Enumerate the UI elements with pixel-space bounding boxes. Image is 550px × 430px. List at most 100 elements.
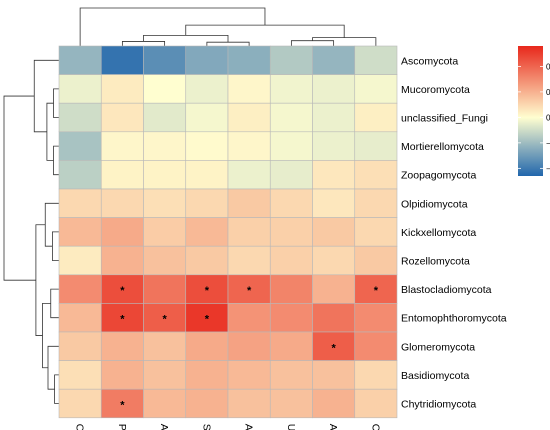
cell-olpidiomycota-pa [100, 188, 144, 218]
cell-ascomycota-ua [269, 45, 313, 75]
cell-entomophthoromycota-an [312, 303, 356, 333]
dendrogram-branch [35, 224, 46, 336]
cell-rozellomycota-pa [100, 245, 144, 276]
cell-blastocladiomycota-om [58, 274, 102, 304]
cell-rozellomycota-ua [269, 245, 313, 276]
colorbar-tick-label: −0.4 [546, 164, 550, 173]
cell-unclassified-fungi-ca [354, 102, 398, 133]
column-label: SA [200, 424, 212, 430]
column-label: AN [327, 424, 339, 430]
cell-mucoromycota-pa [100, 74, 144, 104]
significance-marker: * [205, 285, 210, 297]
column-label: AK [158, 424, 170, 430]
cell-glomeromycota-sa [185, 331, 229, 361]
cell-chytridiomycota-ak [143, 388, 187, 419]
dendrogram-branch [121, 41, 166, 46]
significance-marker: * [120, 285, 125, 297]
row-label: unclassified_Fungi [401, 113, 488, 125]
dendrogram-branch [47, 345, 59, 390]
heatmap-cells [58, 45, 398, 419]
significance-marker: * [162, 314, 167, 326]
significance-marker: * [205, 314, 210, 326]
cell-blastocladiomycota-an [312, 274, 356, 304]
dendrogram-branch [3, 95, 36, 281]
cell-entomophthoromycota-ca [354, 303, 398, 333]
significance-markers: * * * * * * * * * [120, 285, 379, 411]
cell-zoopagomycota-ua [269, 160, 313, 190]
cell-entomophthoromycota-ak [143, 303, 187, 333]
cell-mucoromycota-ua [269, 74, 313, 104]
cell-blastocladiomycota-pa [100, 274, 144, 304]
cell-mucoromycota-ca [354, 74, 398, 104]
cell-chytridiomycota-om [58, 388, 102, 419]
row-label: Blastocladiomycota [401, 284, 492, 296]
cell-zoopagomycota-an [312, 160, 356, 190]
cell-glomeromycota-om [58, 331, 102, 361]
significance-marker: * [331, 342, 336, 354]
cell-olpidiomycota-sa [185, 188, 229, 218]
cell-olpidiomycota-an [312, 188, 356, 218]
cell-chytridiomycota-sa [185, 388, 229, 419]
cell-kickxellomycota-sa [185, 217, 229, 247]
colorbar-tick-label: 0.2 [546, 88, 550, 97]
cell-blastocladiomycota-ca [354, 274, 398, 304]
cell-mucoromycota-an [312, 74, 356, 104]
cell-basidiomycota-om [58, 360, 102, 390]
cell-olpidiomycota-ap [227, 188, 271, 218]
cell-ascomycota-pa [100, 45, 144, 75]
row-label: Olpidiomycota [401, 198, 468, 210]
cell-mortierellomycota-ua [269, 131, 313, 161]
row-label: Rozellomycota [401, 256, 470, 268]
cell-ascomycota-sa [185, 45, 229, 75]
row-labels: Ascomycota Mucoromycota unclassified_Fungi… [401, 55, 507, 410]
column-label: UA [285, 424, 297, 430]
cell-ascomycota-an [312, 45, 356, 75]
dendrogram-branch [206, 41, 250, 46]
cell-mortierellomycota-an [312, 131, 356, 161]
row-label: Kickxellomycota [401, 227, 476, 239]
cell-zoopagomycota-pa [100, 160, 144, 190]
significance-marker: * [120, 400, 125, 412]
cell-mucoromycota-sa [185, 74, 229, 104]
cell-glomeromycota-ap [227, 331, 271, 361]
column-label: AP [243, 424, 255, 430]
column-label: CA [369, 424, 381, 430]
cell-zoopagomycota-ap [227, 160, 271, 190]
cell-ascomycota-ak [143, 45, 187, 75]
column-label: OM [74, 424, 86, 430]
color-scale-legend: 0.4 0.2 0 −0.2 −0.4 [518, 46, 550, 176]
cell-olpidiomycota-om [58, 188, 102, 218]
cell-rozellomycota-ap [227, 245, 271, 276]
cell-basidiomycota-an [312, 360, 356, 390]
cell-kickxellomycota-ua [269, 217, 313, 247]
cell-basidiomycota-pa [100, 360, 144, 390]
cell-chytridiomycota-ua [269, 388, 313, 419]
cell-basidiomycota-ap [227, 360, 271, 390]
cell-olpidiomycota-ca [354, 188, 398, 218]
cell-rozellomycota-ca [354, 245, 398, 276]
cell-chytridiomycota-an [312, 388, 356, 419]
cell-entomophthoromycota-om [58, 303, 102, 333]
cell-blastocladiomycota-ak [143, 274, 187, 304]
cell-zoopagomycota-om [58, 160, 102, 190]
row-label: Zoopagomycota [401, 170, 476, 182]
cell-rozellomycota-an [312, 245, 356, 276]
cell-unclassified-fungi-pa [100, 102, 144, 133]
cell-mortierellomycota-om [58, 131, 102, 161]
colorbar-gradient [518, 46, 543, 176]
cell-kickxellomycota-pa [100, 217, 144, 247]
cell-ascomycota-ca [354, 45, 398, 75]
row-label: Mucoromycota [401, 84, 470, 96]
cell-mucoromycota-om [58, 74, 102, 104]
cell-basidiomycota-ua [269, 360, 313, 390]
cell-zoopagomycota-ak [143, 160, 187, 190]
cell-kickxellomycota-om [58, 217, 102, 247]
dendrogram-branch [54, 374, 59, 404]
dendrogram-branch [46, 102, 54, 161]
cell-entomophthoromycota-ap [227, 303, 271, 333]
cell-basidiomycota-ca [354, 360, 398, 390]
cell-ascomycota-ap [227, 45, 271, 75]
row-label: Mortierellomycota [401, 141, 484, 153]
cell-rozellomycota-om [58, 245, 102, 276]
